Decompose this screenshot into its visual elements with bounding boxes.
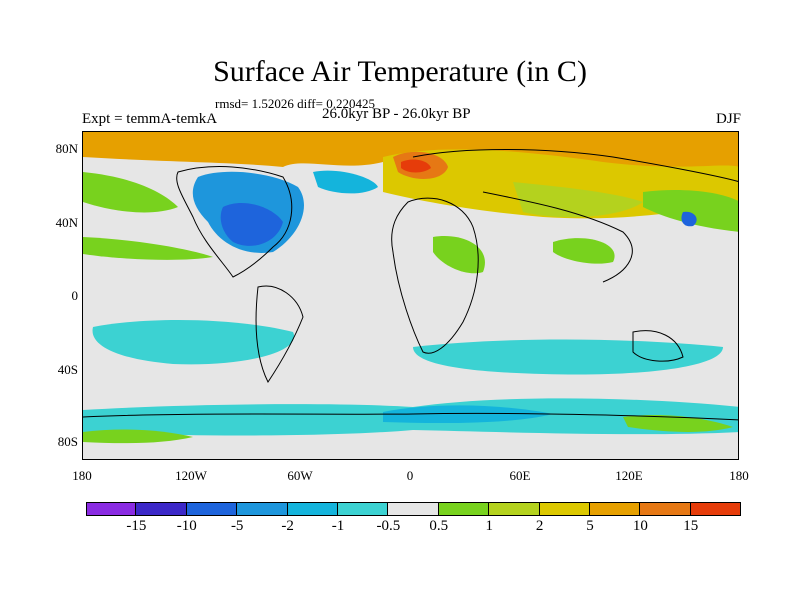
india-green: [553, 238, 615, 264]
colorbar-swatch: [86, 502, 137, 516]
colorbar-swatch: [237, 502, 288, 516]
period-label: 26.0kyr BP - 26.0kyr BP: [322, 106, 471, 122]
colorbar-swatch: [136, 502, 187, 516]
x-tick-0: 0: [406, 468, 414, 483]
south-pacific-cold: [92, 320, 295, 365]
x-tick-120e: 120E: [615, 468, 643, 483]
antarctic-green-west: [83, 429, 193, 444]
colorbar-label: -0.5: [376, 518, 401, 534]
y-tick-0: 0: [71, 288, 79, 303]
colorbar-swatch: [388, 502, 439, 516]
north-pacific-yellow: [513, 182, 643, 218]
colorbar-label: 5: [586, 518, 594, 534]
season-label: DJF: [715, 111, 741, 127]
colorbar-label: -10: [176, 518, 197, 534]
x-tick-60w: 60W: [287, 468, 313, 483]
map-title: Surface Air Temperature (in C): [213, 55, 587, 88]
east-asia-cold: [681, 211, 697, 227]
colorbar-swatch: [287, 502, 338, 516]
colorbar: [86, 502, 742, 516]
antarctic-green-east: [623, 415, 733, 432]
south-indian-cold: [413, 339, 723, 375]
x-tick-180e: 180: [729, 468, 749, 483]
tropical-green-band: [83, 237, 213, 260]
y-tick-40n: 40N: [55, 215, 78, 230]
colorbar-label: 0.5: [429, 518, 449, 534]
europe-core: [401, 159, 431, 173]
colorbar-label: 15: [683, 518, 699, 534]
y-tick-80n: 80N: [55, 141, 78, 156]
greenland-cold: [313, 170, 378, 194]
experiment-label: Expt = temmA-temkA: [82, 111, 218, 127]
map-panel: [82, 131, 739, 460]
na-cold-core: [220, 202, 283, 246]
x-tick-60e: 60E: [509, 468, 531, 483]
temperature-field: [83, 132, 738, 444]
colorbar-label: -1: [331, 518, 345, 534]
coastlines: [83, 149, 738, 421]
colorbar-swatch: [438, 502, 490, 516]
colorbar-swatch: [539, 502, 590, 516]
arabia-green: [433, 236, 485, 274]
antarctic-cold-core: [383, 405, 553, 424]
colorbar-swatch: [589, 502, 641, 516]
x-tick-180w: 180: [72, 468, 92, 483]
y-tick-80s: 80S: [57, 434, 78, 449]
x-tick-120w: 120W: [175, 468, 207, 483]
colorbar-label: 1: [485, 518, 493, 534]
pacific-green-north: [83, 172, 178, 213]
colorbar-label: -5: [230, 518, 244, 534]
north-pacific-green: [643, 190, 738, 232]
stats-label: rmsd= 1.52026 diff= 0.220425: [215, 96, 375, 111]
colorbar-swatch: [337, 502, 389, 516]
colorbar-label: 10: [632, 518, 648, 534]
colorbar-swatch: [186, 502, 238, 516]
colorbar-label: -15: [126, 518, 147, 534]
colorbar-label: 2: [535, 518, 544, 534]
colorbar-swatch: [640, 502, 691, 516]
colorbar-label: -2: [281, 518, 294, 534]
colorbar-swatch: [489, 502, 540, 516]
colorbar-swatch: [690, 502, 742, 516]
y-tick-40s: 40S: [57, 362, 78, 377]
